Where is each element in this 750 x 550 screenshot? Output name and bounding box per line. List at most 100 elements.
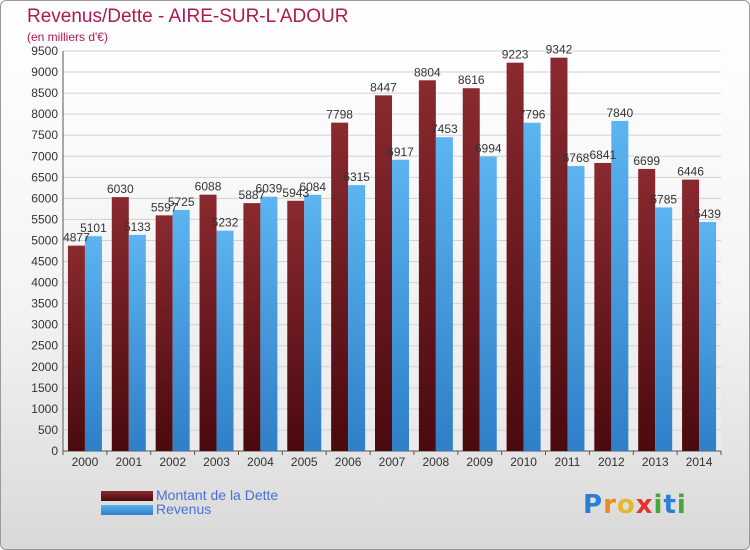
- y-tick-label: 9000: [31, 65, 58, 79]
- bar-dette: [331, 122, 349, 452]
- bar-revenus: [216, 230, 234, 451]
- x-tick-label: 2005: [291, 455, 318, 469]
- data-label-revenus: 5133: [124, 220, 151, 234]
- bar-revenus: [611, 120, 629, 451]
- bar-revenus: [172, 209, 190, 451]
- data-label-revenus: 5232: [212, 216, 239, 230]
- data-label-dette: 7798: [326, 108, 353, 122]
- y-tick-label: 5500: [31, 212, 58, 226]
- legend-swatch-dette: [101, 491, 153, 501]
- data-label-dette: 6699: [633, 154, 660, 168]
- x-tick-label: 2002: [159, 455, 186, 469]
- bar-revenus: [523, 122, 541, 451]
- bar-revenus: [348, 185, 366, 451]
- legend-swatch-revenus: [101, 505, 153, 515]
- y-tick-label: 6000: [31, 191, 58, 205]
- x-tick-label: 2006: [335, 455, 362, 469]
- y-tick-label: 4000: [31, 276, 58, 290]
- logo-letter: P: [583, 490, 604, 520]
- data-label-revenus: 5785: [650, 192, 677, 206]
- logo-letter: i: [653, 490, 664, 520]
- data-label-dette: 6030: [107, 182, 134, 196]
- data-label-dette: 6841: [589, 148, 616, 162]
- data-label-revenus: 5101: [80, 221, 107, 235]
- x-tick-label: 2014: [686, 455, 713, 469]
- x-tick-label: 2011: [555, 455, 581, 469]
- bar-dette: [418, 80, 436, 451]
- logo-letter: r: [603, 490, 617, 520]
- bar-dette: [111, 197, 129, 451]
- data-label-revenus: 7796: [519, 108, 546, 122]
- bar-dette: [243, 203, 261, 451]
- data-label-dette: 5887: [239, 188, 266, 202]
- y-tick-label: 3000: [31, 318, 58, 332]
- legend-label-revenus: Revenus: [156, 501, 212, 517]
- data-label-revenus: 5439: [694, 207, 721, 221]
- x-tick-label: 2003: [203, 455, 230, 469]
- y-tick-label: 9500: [31, 44, 58, 58]
- x-tick-label: 2000: [72, 455, 99, 469]
- logo-letter: i: [676, 490, 687, 520]
- bar-dette: [638, 168, 656, 452]
- bar-dette: [155, 215, 173, 451]
- bar-dette: [462, 88, 480, 451]
- logo-letter: o: [616, 490, 636, 520]
- data-label-revenus: 7840: [606, 106, 633, 120]
- legend-label-dette: Montant de la Dette: [156, 487, 279, 503]
- y-tick-label: 0: [51, 444, 58, 458]
- data-label-revenus: 6768: [563, 151, 590, 165]
- x-tick-label: 2008: [423, 455, 450, 469]
- data-label-dette: 8447: [370, 80, 397, 94]
- y-tick-label: 500: [38, 423, 58, 437]
- bar-dette: [506, 62, 524, 452]
- y-tick-label: 1500: [31, 381, 58, 395]
- bar-revenus: [392, 159, 409, 452]
- y-tick-label: 2000: [31, 360, 58, 374]
- bar-revenus: [304, 194, 322, 451]
- bar-dette: [594, 162, 612, 452]
- bar-revenus: [260, 196, 278, 451]
- x-tick-label: 2013: [642, 455, 669, 469]
- x-tick-label: 2009: [466, 455, 493, 469]
- data-label-dette: 5943: [282, 186, 309, 200]
- bar-dette: [550, 57, 568, 452]
- y-tick-label: 8000: [31, 107, 58, 121]
- data-label-revenus: 5725: [168, 195, 195, 209]
- logo-letter: x: [635, 490, 654, 520]
- y-tick-label: 3500: [31, 297, 58, 311]
- y-tick-label: 5000: [31, 233, 58, 247]
- data-label-revenus: 6039: [256, 182, 283, 196]
- y-tick-label: 6500: [31, 170, 58, 184]
- x-tick-label: 2001: [115, 455, 142, 469]
- y-tick-label: 4500: [31, 255, 58, 269]
- data-label-revenus: 6084: [299, 180, 326, 194]
- bar-dette: [287, 200, 305, 451]
- y-tick-label: 7000: [31, 149, 58, 163]
- data-label-dette: 4877: [63, 231, 90, 245]
- y-tick-label: 7500: [31, 128, 58, 142]
- bar-revenus: [128, 234, 146, 451]
- bar-dette: [682, 179, 700, 451]
- x-tick-label: 2004: [247, 455, 274, 469]
- data-label-dette: 9342: [546, 43, 573, 57]
- y-tick-label: 2500: [31, 339, 58, 353]
- data-label-dette: 5597: [151, 200, 178, 214]
- data-label-dette: 8616: [458, 73, 485, 87]
- bar-revenus: [479, 156, 497, 451]
- data-label-dette: 6446: [677, 165, 704, 179]
- data-label-revenus: 7453: [431, 122, 458, 136]
- data-label-revenus: 6315: [343, 170, 370, 184]
- bar-dette: [199, 194, 217, 452]
- bar-revenus: [655, 207, 673, 451]
- x-tick-label: 2012: [598, 455, 625, 469]
- logo-letter: t: [663, 490, 677, 520]
- bar-dette: [375, 95, 392, 451]
- chart-title: Revenus/Dette - AIRE-SUR-L'ADOUR: [27, 6, 349, 27]
- data-label-revenus: 6994: [475, 142, 502, 156]
- x-tick-label: 2007: [379, 455, 406, 469]
- x-tick-label: 2010: [510, 455, 537, 469]
- data-label-dette: 9223: [502, 48, 529, 62]
- bar-revenus: [84, 236, 102, 451]
